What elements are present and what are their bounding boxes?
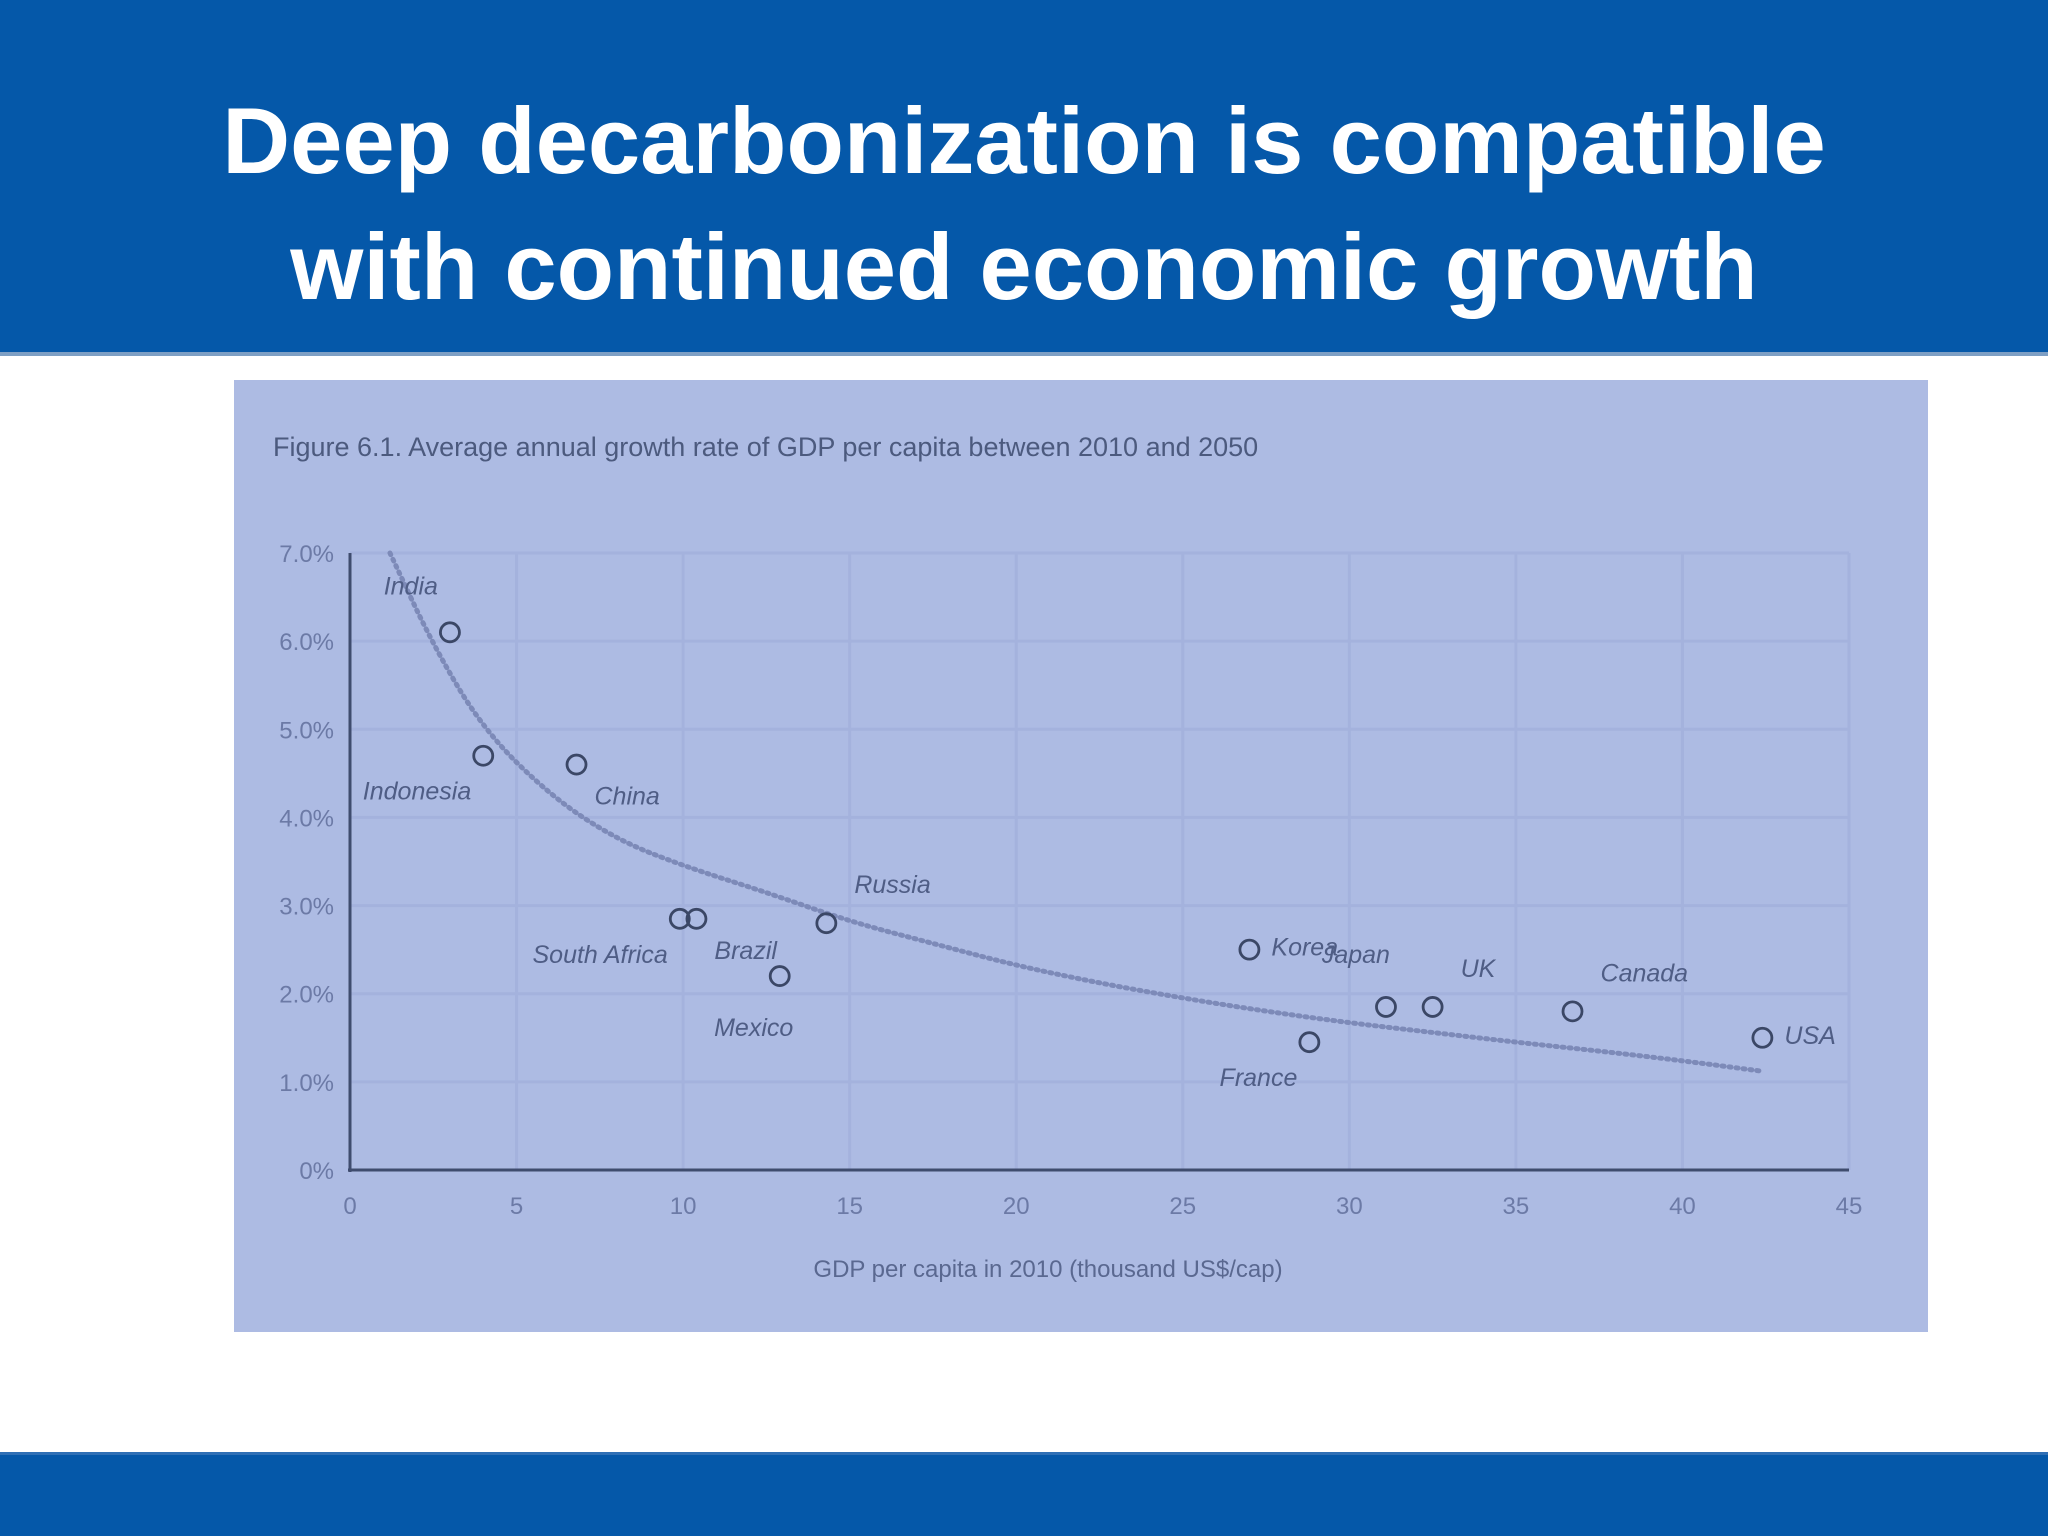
point-japan <box>1375 996 1397 1018</box>
y-tick-label: 3.0% <box>279 894 334 921</box>
slide-title-line-2: with continued economic growth <box>290 214 1758 319</box>
x-tick-label: 20 <box>1003 1193 1030 1220</box>
title-banner: Deep decarbonization is compatible with … <box>0 0 2048 356</box>
point-canada <box>1561 1000 1584 1023</box>
point-mexico <box>768 965 791 987</box>
slide-title-line-1: Deep decarbonization is compatible <box>222 88 1826 193</box>
scatter-chart: Figure 6.1. Average annual growth rate o… <box>273 432 1862 1283</box>
point-china <box>565 753 588 776</box>
y-tick-label: 4.0% <box>279 805 334 832</box>
x-tick-label: 40 <box>1669 1193 1696 1220</box>
figure-panel: Figure 6.1. Average annual growth rate o… <box>234 380 1928 1332</box>
x-tick-label: 5 <box>510 1193 523 1220</box>
figure-title: Figure 6.1. Average annual growth rate o… <box>273 432 1258 462</box>
y-tick-label: 7.0% <box>279 541 334 568</box>
trendline-group <box>387 550 1765 1074</box>
point-uk <box>1421 996 1444 1018</box>
point-south-africa <box>668 907 691 930</box>
point-russia <box>815 912 838 935</box>
point-label-japan: Japan <box>1321 941 1390 969</box>
point-brazil <box>685 907 708 930</box>
x-tick-label: 15 <box>836 1193 863 1220</box>
point-indonesia <box>472 744 495 767</box>
x-tick-label: 10 <box>670 1193 697 1220</box>
point-label-indonesia: Indonesia <box>363 778 472 806</box>
y-tick-label: 6.0% <box>279 629 334 656</box>
x-tick-label: 45 <box>1836 1193 1863 1220</box>
point-label-india: India <box>384 572 438 600</box>
y-tick-label: 0% <box>299 1158 334 1185</box>
point-label-uk: UK <box>1461 955 1497 983</box>
point-label-south-africa: South Africa <box>533 941 668 969</box>
gridlines <box>350 551 1851 1170</box>
footer-banner <box>0 1452 2048 1536</box>
y-tick-label: 5.0% <box>279 717 334 744</box>
point-usa <box>1751 1026 1774 1049</box>
point-france <box>1298 1031 1321 1054</box>
point-india <box>439 621 461 644</box>
point-label-china: China <box>595 783 660 811</box>
x-axis-title: GDP per capita in 2010 (thousand US$/cap… <box>813 1256 1282 1283</box>
point-korea <box>1238 938 1261 961</box>
data-points: India Indonesia China South Africa Brazil Mex… <box>363 572 1836 1092</box>
trendline <box>387 550 1765 1074</box>
slide-title: Deep decarbonization is compatible with … <box>0 78 2048 330</box>
point-label-usa: USA <box>1784 1022 1835 1050</box>
point-label-russia: Russia <box>854 871 931 899</box>
point-label-mexico: Mexico <box>714 1014 793 1042</box>
point-label-brazil: Brazil <box>714 937 778 965</box>
x-tick-label: 0 <box>343 1193 356 1220</box>
point-label-canada: Canada <box>1601 959 1689 987</box>
y-tick-label: 2.0% <box>279 982 334 1009</box>
x-tick-label: 25 <box>1169 1193 1196 1220</box>
axes <box>348 553 1849 1172</box>
x-tick-label: 30 <box>1336 1193 1363 1220</box>
y-tick-label: 1.0% <box>279 1070 334 1097</box>
point-label-france: France <box>1220 1064 1298 1092</box>
tick-labels: 0% 1.0% 2.0% 3.0% 4.0% 5.0% 6.0% 7.0% 0 5 10 15 20 25… <box>279 541 1862 1220</box>
x-tick-label: 35 <box>1503 1193 1530 1220</box>
point-label-korea: Korea <box>1271 934 1338 962</box>
